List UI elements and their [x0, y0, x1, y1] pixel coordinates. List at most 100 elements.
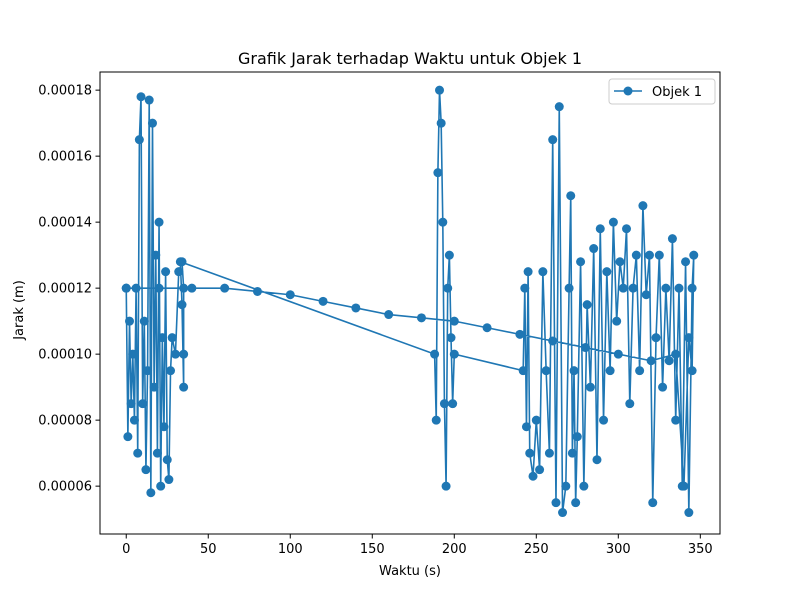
data-point — [156, 481, 166, 491]
data-point — [667, 234, 677, 244]
data-point — [592, 455, 602, 465]
data-point — [521, 422, 531, 432]
data-point — [622, 224, 632, 234]
data-point — [541, 366, 551, 376]
data-point — [126, 399, 136, 409]
data-point — [589, 244, 599, 254]
data-point — [671, 415, 681, 425]
data-point — [679, 481, 689, 491]
data-point — [566, 191, 576, 201]
data-point — [133, 448, 143, 458]
data-point — [684, 333, 694, 343]
data-point — [646, 356, 656, 366]
y-tick-label: 0.00012 — [38, 282, 92, 297]
axes-frame — [99, 71, 721, 535]
data-point — [161, 267, 171, 277]
data-point — [443, 283, 453, 293]
data-point — [674, 283, 684, 293]
series-layer — [121, 85, 699, 518]
data-point — [651, 333, 661, 343]
data-point — [684, 508, 694, 518]
data-point — [528, 471, 538, 481]
data-point — [128, 349, 138, 359]
y-axis-label: Jarak (m) — [12, 280, 27, 341]
x-tick-label: 150 — [360, 542, 385, 557]
data-point — [436, 118, 446, 128]
data-point — [318, 296, 328, 306]
data-point — [446, 333, 456, 343]
data-point — [430, 349, 440, 359]
data-point — [664, 356, 674, 366]
x-tick-label: 350 — [688, 542, 713, 557]
data-point — [149, 382, 159, 392]
data-point — [554, 102, 564, 112]
data-point — [571, 498, 581, 508]
x-tick-label: 50 — [200, 542, 217, 557]
data-point — [152, 448, 162, 458]
data-point — [535, 465, 545, 475]
data-point — [125, 316, 135, 326]
y-tick-label: 0.00006 — [38, 480, 92, 495]
data-point — [520, 283, 530, 293]
data-point — [179, 283, 189, 293]
data-point — [671, 349, 681, 359]
x-tick-label: 0 — [122, 542, 130, 557]
data-point — [523, 267, 533, 277]
data-point — [579, 481, 589, 491]
data-point — [220, 283, 230, 293]
data-point — [123, 432, 133, 442]
y-tick-label: 0.00010 — [38, 348, 92, 363]
data-point — [687, 283, 697, 293]
data-point — [482, 323, 492, 333]
data-point — [433, 168, 443, 178]
data-point — [564, 283, 574, 293]
data-point — [544, 448, 554, 458]
x-tick-label: 250 — [524, 542, 549, 557]
legend-point-marker — [623, 86, 633, 96]
legend: Objek 1 — [608, 78, 716, 105]
data-point — [525, 448, 535, 458]
data-point — [438, 217, 448, 227]
data-point — [129, 415, 139, 425]
data-point — [138, 399, 148, 409]
data-point — [615, 257, 625, 267]
data-point — [689, 250, 699, 260]
data-point — [151, 250, 161, 260]
data-point — [538, 267, 548, 277]
data-point — [654, 250, 664, 260]
data-point — [175, 257, 185, 267]
data-point — [648, 498, 658, 508]
legend-label: Objek 1 — [652, 85, 702, 100]
data-point — [431, 415, 441, 425]
data-point — [567, 448, 577, 458]
y-tick-label: 0.00018 — [38, 84, 92, 99]
data-point — [143, 366, 153, 376]
data-point — [154, 217, 164, 227]
data-point — [154, 283, 164, 293]
data-point — [515, 329, 525, 339]
axes-layer: 0 50 100 150 200 250 300 350 0.00006 0.00008 0.000… — [38, 71, 721, 557]
data-point — [157, 333, 167, 343]
data-point — [605, 366, 615, 376]
y-tick-label: 0.00014 — [38, 216, 92, 231]
data-point — [179, 382, 189, 392]
data-point — [569, 366, 579, 376]
data-point — [164, 475, 174, 485]
data-point — [518, 366, 528, 376]
data-point — [166, 366, 176, 376]
data-point — [581, 343, 590, 353]
data-point — [599, 415, 609, 425]
data-point — [531, 415, 541, 425]
data-point — [625, 399, 635, 409]
data-point — [159, 422, 169, 432]
data-point — [174, 267, 184, 277]
data-point — [441, 481, 451, 491]
data-point — [548, 336, 558, 346]
chart-title: Grafik Jarak terhadap Waktu untuk Objek … — [238, 49, 582, 68]
x-tick-label: 300 — [606, 542, 631, 557]
data-point — [602, 267, 612, 277]
x-axis-label: Waktu (s) — [379, 564, 441, 579]
data-point — [613, 349, 623, 359]
data-point — [658, 382, 668, 392]
data-point — [134, 135, 144, 145]
